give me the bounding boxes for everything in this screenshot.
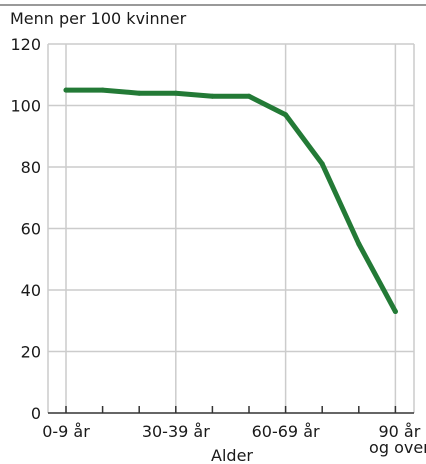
x-tick-label: 30-39 år bbox=[142, 422, 210, 441]
x-tick-label: 0-9 år bbox=[42, 422, 90, 441]
y-axis-title: Menn per 100 kvinner bbox=[10, 9, 187, 28]
y-tick-label: 0 bbox=[31, 404, 41, 423]
data-point bbox=[392, 309, 398, 315]
x-axis-title: Alder bbox=[211, 446, 253, 464]
y-tick-label: 80 bbox=[21, 158, 41, 177]
x-tick-label: 90 år bbox=[378, 422, 420, 441]
y-tick-label: 120 bbox=[10, 35, 41, 54]
data-point bbox=[209, 93, 215, 99]
data-point bbox=[246, 93, 252, 99]
y-axis-ticks: 0 20 40 60 80 100 120 bbox=[10, 35, 41, 423]
y-tick-label: 100 bbox=[10, 97, 41, 116]
y-tick-label: 60 bbox=[21, 220, 41, 239]
x-tick-label: 60-69 år bbox=[252, 422, 320, 441]
gridlines bbox=[47, 43, 415, 414]
series-line bbox=[63, 87, 398, 315]
data-point bbox=[173, 90, 179, 96]
data-point bbox=[356, 241, 362, 247]
data-point bbox=[63, 87, 69, 93]
x-tick-label: og over bbox=[369, 438, 426, 457]
series-layer bbox=[63, 87, 398, 315]
y-tick-label: 40 bbox=[21, 281, 41, 300]
data-point bbox=[283, 112, 289, 118]
y-tick-label: 20 bbox=[21, 343, 41, 362]
data-point bbox=[136, 90, 142, 96]
data-point bbox=[100, 87, 106, 93]
data-point bbox=[319, 161, 325, 167]
